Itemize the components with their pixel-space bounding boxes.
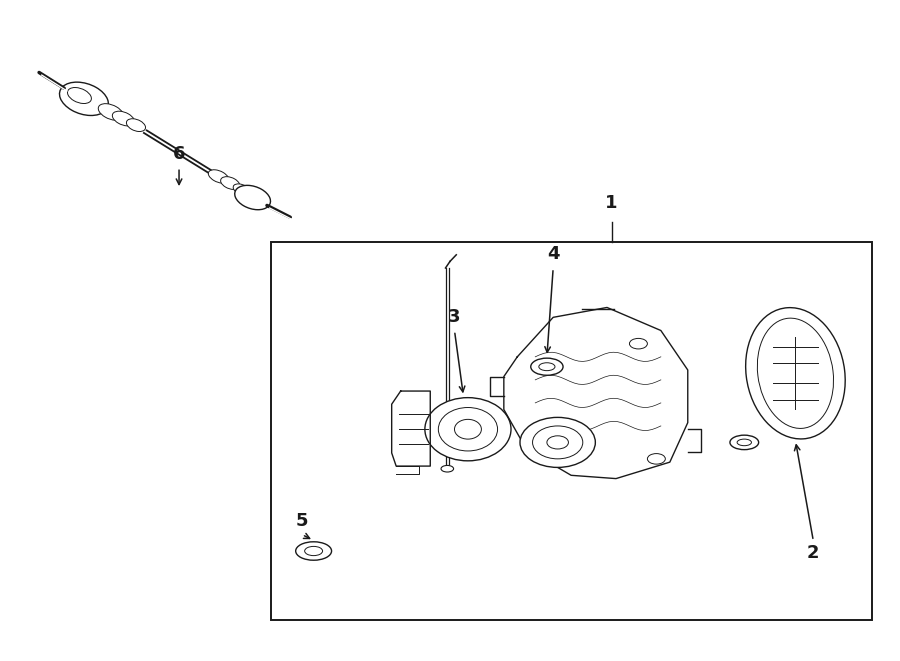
Ellipse shape — [520, 417, 595, 467]
Ellipse shape — [220, 176, 239, 190]
Ellipse shape — [454, 419, 482, 439]
Text: 1: 1 — [605, 194, 617, 212]
Ellipse shape — [98, 104, 123, 120]
Ellipse shape — [126, 119, 146, 132]
Ellipse shape — [233, 184, 250, 196]
Ellipse shape — [531, 358, 563, 375]
Ellipse shape — [304, 547, 322, 556]
Ellipse shape — [59, 82, 108, 116]
Ellipse shape — [438, 408, 498, 451]
Ellipse shape — [68, 87, 92, 104]
Polygon shape — [392, 391, 430, 466]
Ellipse shape — [208, 170, 229, 183]
Ellipse shape — [737, 439, 751, 446]
Text: 3: 3 — [448, 308, 461, 326]
Text: 2: 2 — [807, 545, 820, 563]
Text: 4: 4 — [547, 245, 560, 263]
Ellipse shape — [757, 318, 833, 428]
Ellipse shape — [112, 111, 134, 126]
Ellipse shape — [647, 453, 665, 464]
Ellipse shape — [296, 542, 331, 561]
Polygon shape — [396, 466, 418, 474]
Ellipse shape — [539, 363, 555, 371]
Ellipse shape — [441, 465, 454, 472]
Ellipse shape — [730, 435, 759, 449]
Bar — [271, 242, 872, 620]
Polygon shape — [688, 429, 701, 452]
Ellipse shape — [533, 426, 583, 459]
Polygon shape — [491, 377, 504, 397]
Ellipse shape — [629, 338, 647, 349]
Ellipse shape — [425, 398, 511, 461]
Ellipse shape — [746, 307, 845, 439]
Polygon shape — [504, 307, 688, 479]
Ellipse shape — [547, 436, 569, 449]
Ellipse shape — [235, 185, 271, 210]
Text: 6: 6 — [173, 145, 185, 163]
Text: 5: 5 — [296, 512, 308, 530]
